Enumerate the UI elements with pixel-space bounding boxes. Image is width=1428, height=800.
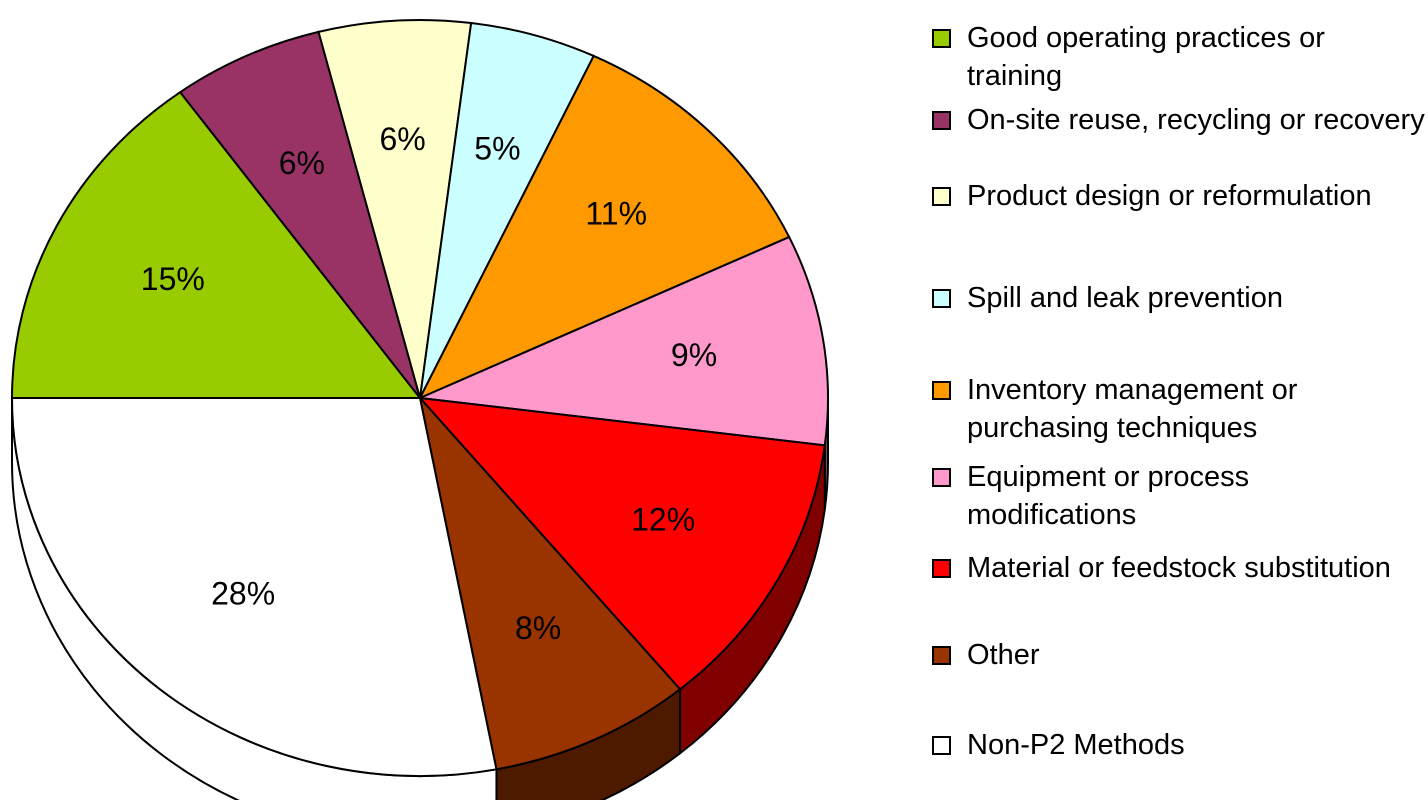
pie-slice (417, 396, 826, 691)
data-label: 9% (671, 337, 717, 373)
legend-label: Good operating practices or training (967, 22, 1325, 92)
legend-swatch (932, 646, 951, 665)
legend-swatch (932, 29, 951, 48)
legend-swatch (932, 381, 951, 400)
legend-item: Other (930, 636, 1425, 674)
legend-item: Material or feedstock substitution (930, 549, 1425, 587)
data-label: 15% (141, 261, 205, 297)
legend-item: Spill and leak prevention (930, 279, 1425, 317)
legend-label: Product design or reformulation (967, 180, 1372, 212)
legend-swatch (932, 468, 951, 487)
data-label: 28% (211, 576, 275, 612)
legend-label: Equipment or process modifications (967, 461, 1250, 531)
data-label: 8% (515, 610, 561, 646)
pie-slice (417, 54, 791, 401)
pie-slice (418, 394, 682, 771)
pie-slice (317, 19, 473, 399)
data-label: 12% (631, 501, 695, 537)
data-label: 11% (585, 196, 647, 232)
legend-swatch (932, 289, 951, 308)
legend-item: On-site reuse, recycling or recovery (930, 101, 1425, 139)
data-label: 6% (279, 145, 325, 181)
legend-item: Equipment or process modifications (930, 458, 1425, 534)
pie-slice (416, 235, 829, 447)
legend-label: On-site reuse, recycling or recovery (967, 104, 1425, 136)
pie-slice (10, 90, 423, 399)
data-label: 6% (379, 121, 425, 157)
legend-item: Inventory management or purchasing techn… (930, 371, 1425, 447)
legend-swatch (932, 736, 951, 755)
legend-swatch (932, 187, 951, 206)
legend-item: Non-P2 Methods (930, 726, 1425, 764)
legend-item: Good operating practices or training (930, 19, 1425, 95)
pie-area: 15% 6% 6% 5% 11% 9% 12% 8% 28% (10, 19, 829, 800)
legend-label: Inventory management or purchasing techn… (967, 374, 1298, 444)
legend-label: Material or feedstock substitution (967, 552, 1391, 584)
legend-label: Non-P2 Methods (967, 729, 1185, 761)
legend-swatch (932, 559, 951, 578)
legend-swatch (932, 111, 951, 130)
legend-item: Product design or reformulation (930, 177, 1425, 215)
data-label: 5% (474, 131, 520, 167)
pie-slice (10, 397, 498, 777)
legend-label: Other (967, 639, 1040, 671)
legend-label: Spill and leak prevention (967, 282, 1283, 314)
pie-slice (178, 30, 421, 399)
